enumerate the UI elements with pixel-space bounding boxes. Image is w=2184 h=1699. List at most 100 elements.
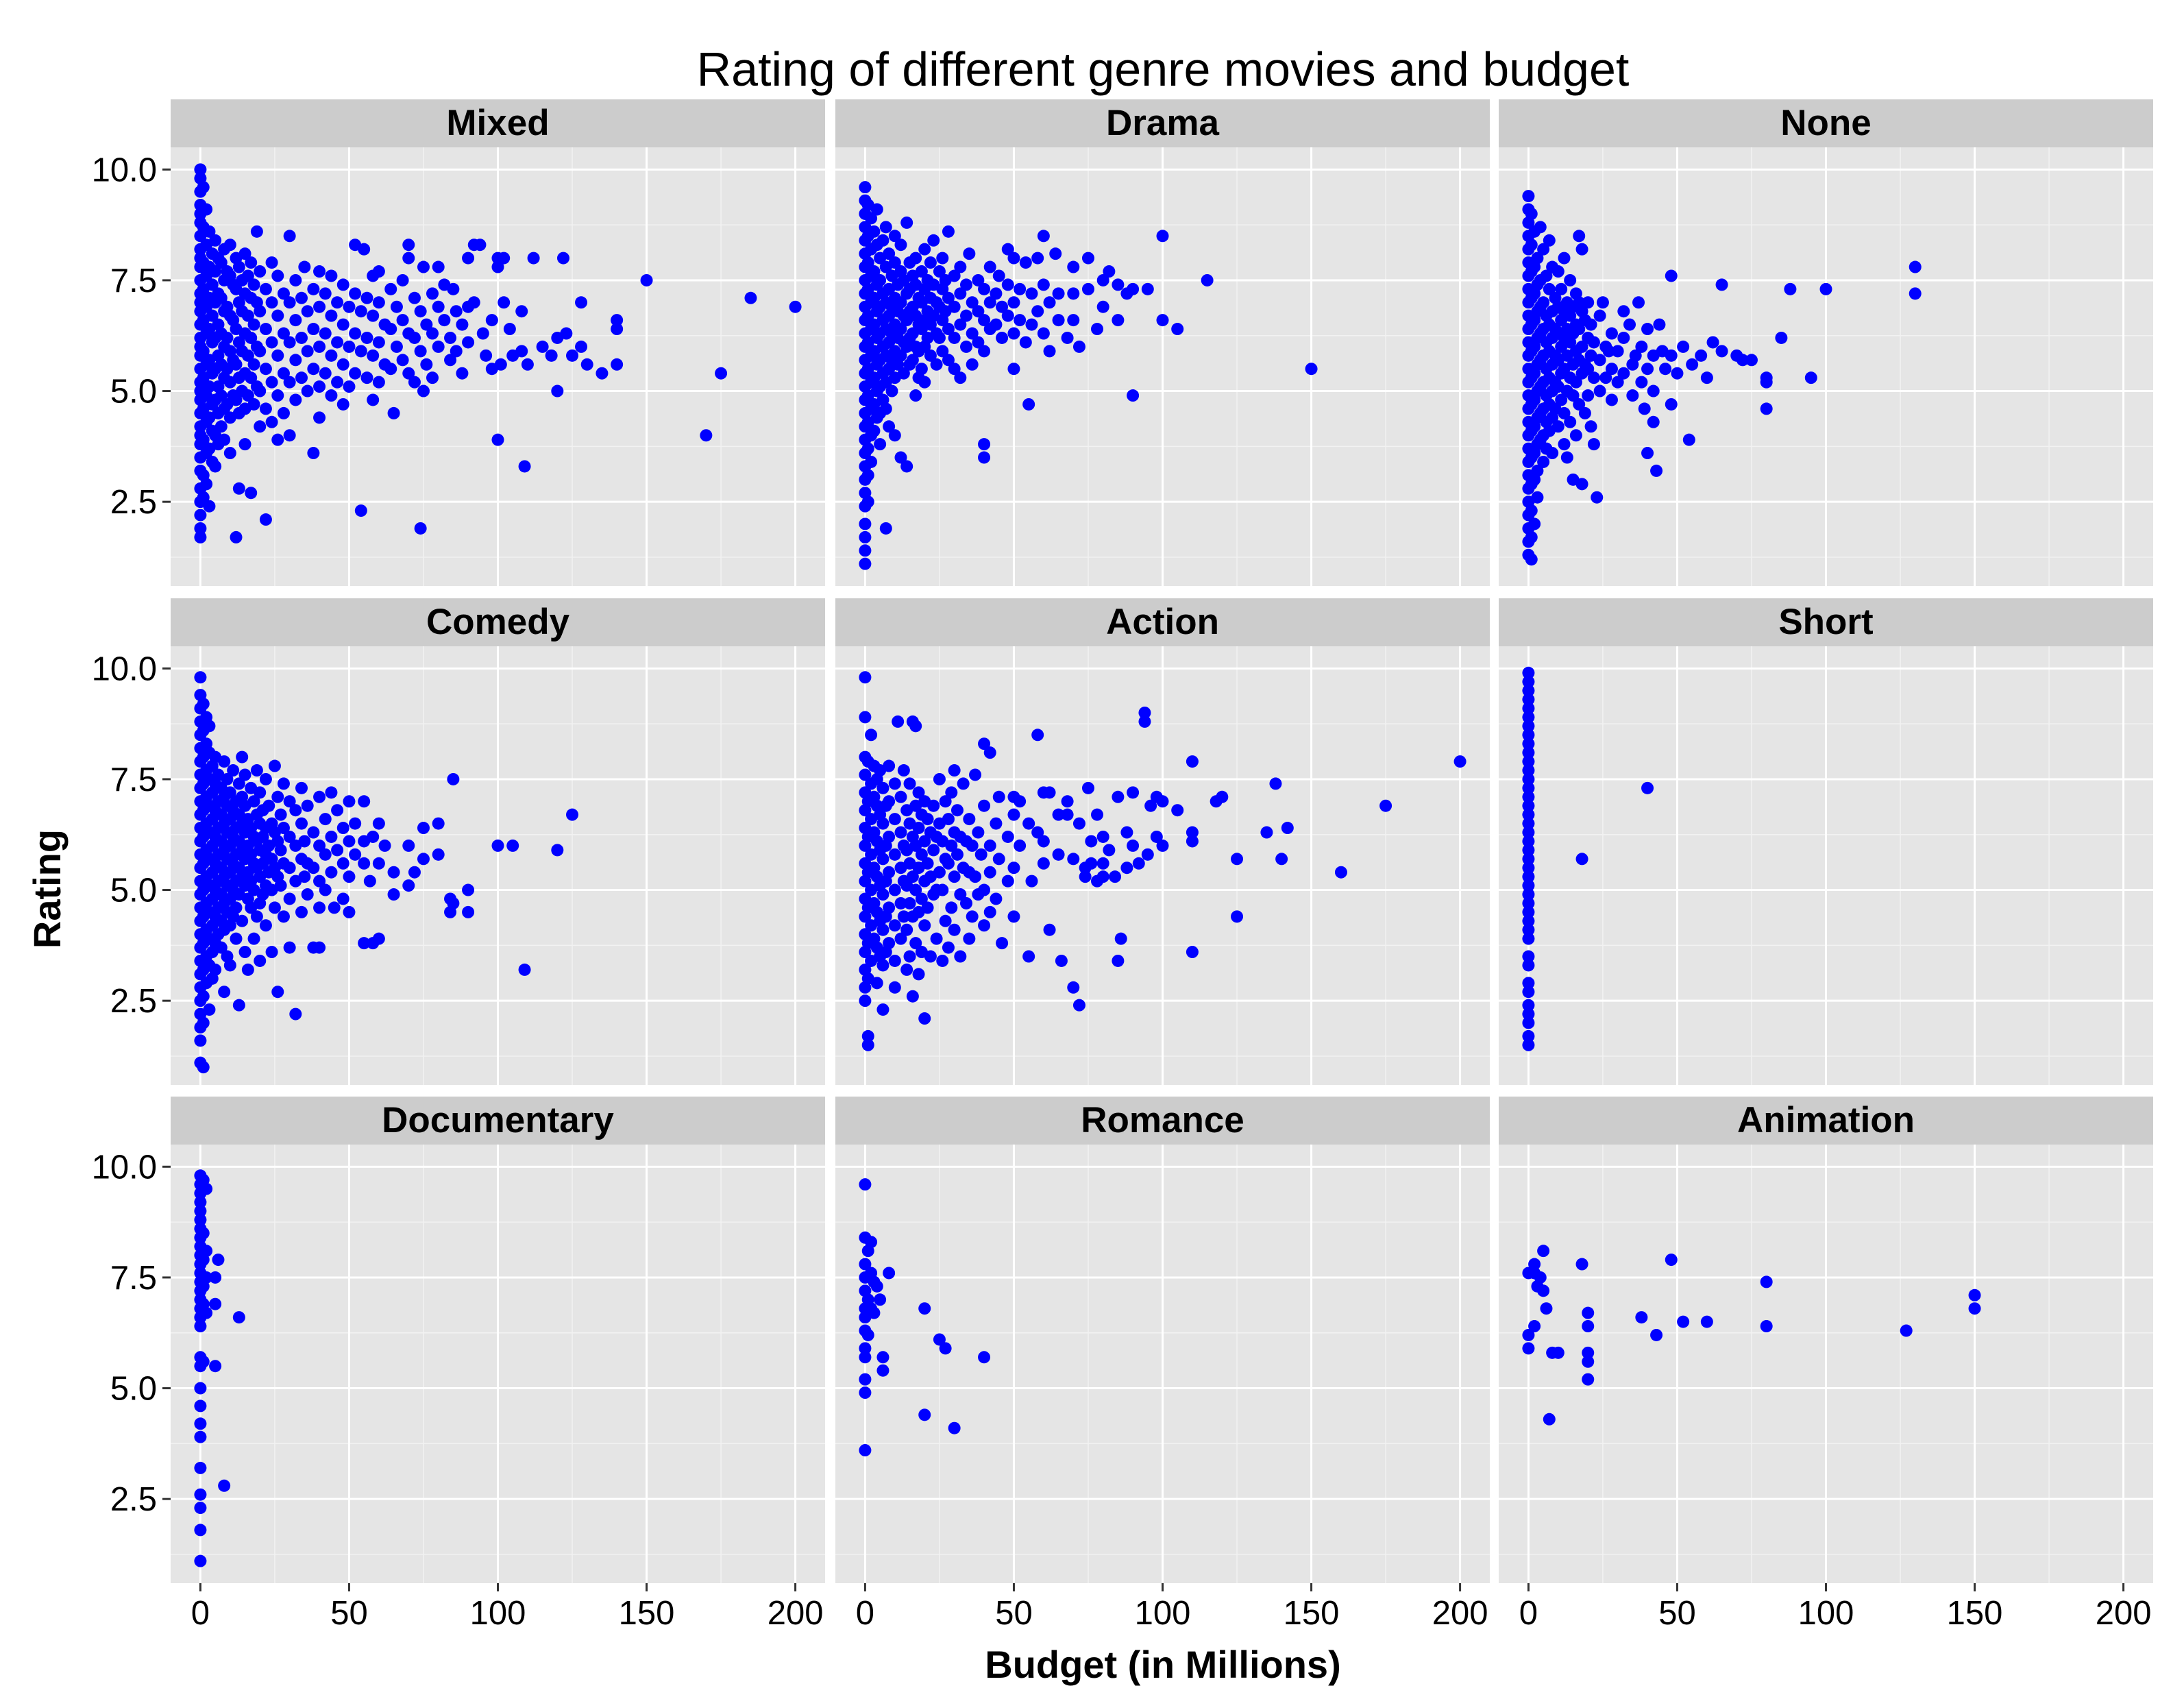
data-point — [414, 305, 427, 318]
data-point — [214, 291, 228, 304]
data-point — [1049, 247, 1062, 260]
data-point — [892, 715, 905, 728]
data-point — [232, 777, 245, 790]
data-point — [876, 923, 889, 936]
data-point — [942, 354, 955, 367]
x-axis-title: Budget (in Millions) — [985, 1643, 1340, 1686]
data-point — [1587, 438, 1600, 451]
data-point — [1043, 786, 1056, 799]
data-point — [1569, 429, 1582, 442]
data-point — [1085, 835, 1098, 848]
data-point — [1543, 1413, 1556, 1426]
data-point — [498, 296, 511, 309]
data-point — [1695, 349, 1708, 362]
data-point — [950, 804, 964, 817]
data-point — [1067, 981, 1080, 994]
data-point — [1558, 438, 1571, 451]
data-point — [1043, 923, 1056, 936]
data-point — [319, 813, 332, 826]
data-point — [194, 1399, 207, 1413]
data-point — [295, 817, 308, 830]
data-point — [1052, 314, 1065, 327]
data-point — [1551, 420, 1565, 433]
data-point — [861, 1328, 874, 1341]
x-tick-label: 150 — [619, 1595, 675, 1632]
data-point — [1081, 781, 1094, 794]
data-point — [254, 345, 267, 358]
data-point — [1127, 839, 1140, 852]
data-point — [1522, 923, 1535, 936]
data-point — [990, 892, 1003, 905]
data-point — [462, 905, 475, 918]
data-point — [387, 406, 400, 419]
data-point — [1540, 269, 1553, 282]
data-point — [1582, 1320, 1595, 1333]
data-point — [277, 822, 290, 835]
data-point — [417, 384, 430, 398]
data-point — [298, 260, 311, 273]
data-point — [203, 225, 216, 238]
data-point — [331, 376, 344, 389]
data-point — [1186, 755, 1199, 768]
data-point — [874, 438, 887, 451]
data-point — [277, 327, 290, 340]
data-point — [254, 786, 267, 799]
data-point — [331, 296, 344, 309]
data-point — [883, 420, 896, 433]
data-point — [432, 848, 445, 861]
data-point — [861, 256, 874, 269]
data-point — [295, 331, 308, 344]
data-point — [960, 896, 972, 909]
data-point — [426, 371, 439, 384]
data-point — [1573, 323, 1586, 336]
data-point — [954, 287, 967, 300]
data-point — [1522, 932, 1535, 945]
data-point — [1141, 282, 1154, 295]
data-point — [447, 896, 460, 909]
data-point — [518, 963, 531, 976]
data-point — [918, 243, 931, 256]
data-point — [1760, 1320, 1773, 1333]
data-point — [408, 866, 421, 879]
strip-label-romance: Romance — [1081, 1100, 1244, 1140]
data-point — [894, 826, 907, 839]
data-point — [861, 496, 874, 509]
facet-comedy: Comedy 2.5 5.0 7.5 10.0 — [92, 598, 825, 1085]
data-point — [1379, 799, 1392, 812]
data-point — [551, 844, 564, 857]
data-point — [295, 291, 308, 304]
data-point — [203, 720, 216, 733]
data-point — [1269, 777, 1282, 790]
data-point — [307, 447, 320, 460]
data-point — [271, 309, 284, 322]
data-point — [1132, 857, 1145, 870]
data-point — [1001, 875, 1014, 888]
data-point — [966, 296, 979, 309]
data-point — [474, 239, 487, 252]
data-point — [384, 323, 397, 336]
data-point — [274, 879, 287, 892]
data-point — [485, 314, 498, 327]
data-point — [870, 203, 883, 216]
data-point — [978, 799, 991, 812]
data-point — [194, 1417, 207, 1430]
data-point — [1611, 376, 1624, 389]
data-point — [325, 349, 338, 362]
data-point — [518, 460, 531, 473]
data-point — [859, 711, 872, 724]
data-point — [1819, 282, 1832, 295]
data-point — [1072, 817, 1085, 830]
data-point — [1014, 314, 1027, 327]
data-point — [384, 363, 397, 376]
data-point — [1575, 478, 1588, 491]
y-tick-label: 7.5 — [110, 1260, 157, 1297]
data-point — [1007, 808, 1020, 821]
data-point — [1605, 363, 1618, 376]
data-point — [1525, 239, 1538, 252]
data-point — [888, 954, 901, 967]
data-point — [1525, 530, 1538, 543]
data-point — [241, 309, 254, 322]
data-point — [933, 772, 946, 785]
data-point — [349, 287, 362, 300]
